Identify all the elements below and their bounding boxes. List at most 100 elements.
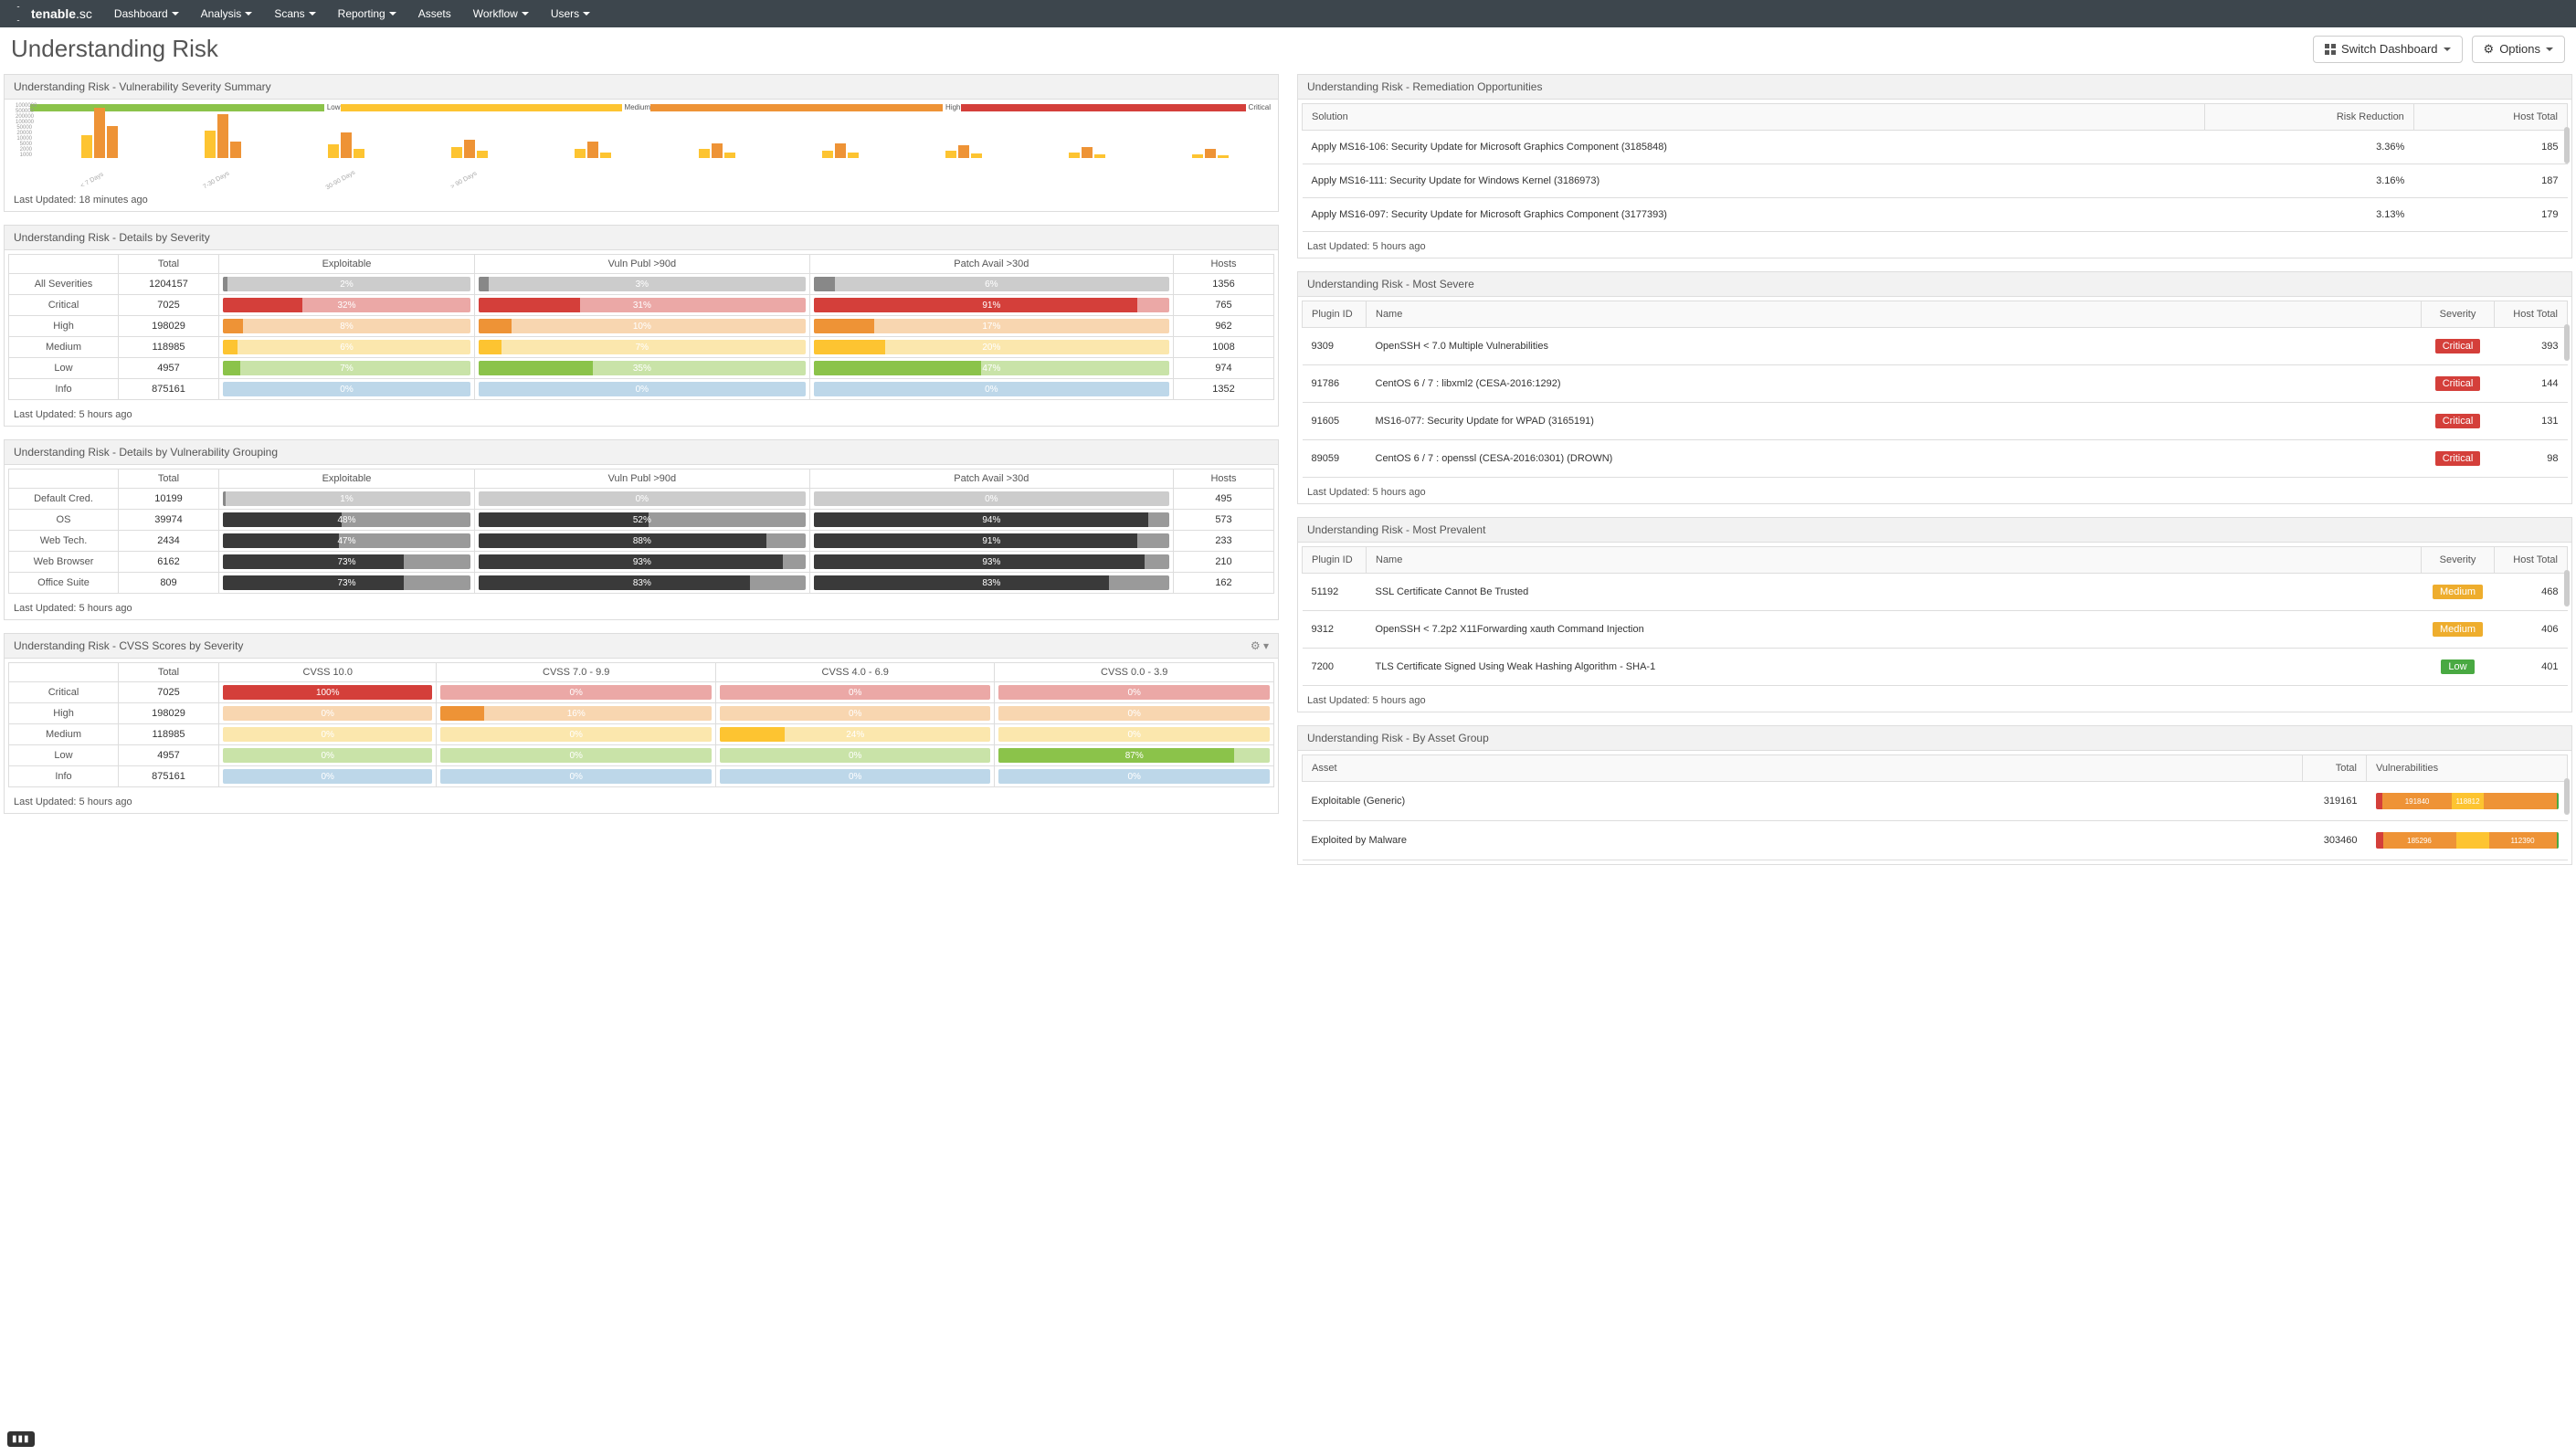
bar-group[interactable] (1031, 103, 1144, 158)
table-row[interactable]: Exploited by Malware303460185296112390 (1303, 821, 2568, 860)
chart-bar[interactable] (699, 149, 710, 158)
cell-name: SSL Certificate Cannot Be Trusted (1367, 574, 2422, 611)
cell-pct: 47% (809, 358, 1173, 379)
panel-header[interactable]: Understanding Risk - Most Severe (1298, 272, 2571, 297)
table-row[interactable]: Medium1189850%0%24%0% (9, 724, 1274, 745)
switch-dashboard-button[interactable]: Switch Dashboard (2313, 36, 2463, 63)
brand-logo[interactable]: tenable.sc (11, 6, 92, 21)
table-row[interactable]: High1980290%16%0%0% (9, 703, 1274, 724)
chart-bar[interactable] (1218, 155, 1229, 158)
panel-header[interactable]: Understanding Risk - Details by Vulnerab… (5, 440, 1278, 465)
table-row[interactable]: Office Suite80973%83%83%162 (9, 573, 1274, 594)
bar-group[interactable] (1155, 103, 1267, 158)
table-row[interactable]: OS3997448%52%94%573 (9, 510, 1274, 531)
nav-item-assets[interactable]: Assets (418, 7, 451, 20)
table-row[interactable]: Info8751610%0%0%1352 (9, 379, 1274, 400)
chart-bar[interactable] (848, 153, 859, 158)
table-row[interactable]: Critical7025100%0%0%0% (9, 682, 1274, 703)
cell-pct: 0% (437, 682, 716, 703)
scrollbar[interactable] (2564, 570, 2570, 607)
table-row[interactable]: Exploitable (Generic)319161191840118812 (1303, 782, 2568, 821)
nav-item-reporting[interactable]: Reporting (338, 7, 396, 20)
col-header: Asset (1303, 755, 2303, 782)
table-row[interactable]: Web Browser616273%93%93%210 (9, 552, 1274, 573)
cell-host-total: 187 (2413, 164, 2567, 198)
nav-item-users[interactable]: Users (551, 7, 590, 20)
nav-item-workflow[interactable]: Workflow (473, 7, 529, 20)
footer-widget-icon[interactable]: ▮▮▮ (7, 1431, 35, 1447)
panel-header[interactable]: Understanding Risk - Details by Severity (5, 226, 1278, 250)
cell-pct: 0% (437, 766, 716, 787)
chart-bar[interactable] (600, 153, 611, 158)
table-row[interactable]: Low49577%35%47%974 (9, 358, 1274, 379)
caret-down-icon (522, 12, 529, 16)
table-row[interactable]: Info8751610%0%0%0% (9, 766, 1274, 787)
table-row[interactable]: 9312OpenSSH < 7.2p2 X11Forwarding xauth … (1303, 611, 2568, 649)
chart-bar[interactable] (712, 143, 723, 158)
chart-bar[interactable] (971, 153, 982, 158)
table-row[interactable]: 91786CentOS 6 / 7 : libxml2 (CESA-2016:1… (1303, 365, 2568, 403)
chart-bar[interactable] (217, 114, 228, 158)
chart-bar[interactable] (724, 153, 735, 158)
table-row[interactable]: 91605MS16-077: Security Update for WPAD … (1303, 403, 2568, 440)
table-row[interactable]: Apply MS16-111: Security Update for Wind… (1303, 164, 2568, 198)
chart-bar[interactable] (341, 132, 352, 158)
scrollbar[interactable] (2564, 324, 2570, 361)
cell-total: 4957 (119, 745, 219, 766)
chart-bar[interactable] (575, 149, 586, 158)
table-row[interactable]: Critical702532%31%91%765 (9, 295, 1274, 316)
table-row[interactable]: Web Tech.243447%88%91%233 (9, 531, 1274, 552)
chart-bar[interactable] (1069, 153, 1080, 158)
severity-badge: Medium (2433, 585, 2483, 599)
panel-header[interactable]: Understanding Risk - CVSS Scores by Seve… (5, 634, 1278, 659)
table-row[interactable]: High1980298%10%17%962 (9, 316, 1274, 337)
options-button[interactable]: Options (2472, 36, 2565, 63)
table-row[interactable]: All Severities12041572%3%6%1356 (9, 274, 1274, 295)
table-row[interactable]: Apply MS16-097: Security Update for Micr… (1303, 198, 2568, 232)
chart-bar[interactable] (477, 151, 488, 158)
chart-bar[interactable] (464, 140, 475, 158)
chart-bar[interactable] (205, 131, 216, 158)
chart-bar[interactable] (587, 142, 598, 158)
chart-bar[interactable] (354, 149, 364, 158)
chart-bar[interactable] (822, 151, 833, 158)
chart-bar[interactable] (328, 144, 339, 158)
chart-bar[interactable] (945, 151, 956, 158)
table-row[interactable]: 9309OpenSSH < 7.0 Multiple Vulnerabiliti… (1303, 328, 2568, 365)
chart-bar[interactable] (835, 143, 846, 158)
chart-bar[interactable] (230, 142, 241, 158)
panel-header[interactable]: Understanding Risk - Remediation Opportu… (1298, 75, 2571, 100)
panel-header[interactable]: Understanding Risk - Most Prevalent (1298, 518, 2571, 543)
table-row[interactable]: Default Cred.101991%0%0%495 (9, 489, 1274, 510)
cell-host-total: 468 (2495, 574, 2568, 611)
chart-bar[interactable] (1082, 147, 1093, 158)
scrollbar[interactable] (2564, 778, 2570, 815)
chart-bar[interactable] (451, 147, 462, 158)
table-row[interactable]: Medium1189856%7%20%1008 (9, 337, 1274, 358)
table-row[interactable]: Apply MS16-106: Security Update for Micr… (1303, 131, 2568, 164)
bar-group[interactable] (784, 103, 896, 158)
nav-item-analysis[interactable]: Analysis (201, 7, 253, 20)
cell-pct: 16% (437, 703, 716, 724)
table-row[interactable]: Low49570%0%0%87% (9, 745, 1274, 766)
bar-group[interactable] (660, 103, 773, 158)
col-header: Hosts (1174, 470, 1274, 489)
nav-item-scans[interactable]: Scans (274, 7, 315, 20)
nav-item-dashboard[interactable]: Dashboard (114, 7, 179, 20)
cell-hosts: 974 (1174, 358, 1274, 379)
chart-bar[interactable] (107, 126, 118, 158)
panel-header[interactable]: Understanding Risk - Vulnerability Sever… (5, 75, 1278, 100)
panel-gear-icon[interactable]: ⚙ ▾ (1251, 639, 1269, 652)
chart-bar[interactable] (94, 108, 105, 158)
table-row[interactable]: 89059CentOS 6 / 7 : openssl (CESA-2016:0… (1303, 440, 2568, 478)
panel-header[interactable]: Understanding Risk - By Asset Group (1298, 726, 2571, 751)
chart-bar[interactable] (958, 145, 969, 158)
table-row[interactable]: 51192SSL Certificate Cannot Be TrustedMe… (1303, 574, 2568, 611)
scrollbar[interactable] (2564, 127, 2570, 164)
table-row[interactable]: 7200TLS Certificate Signed Using Weak Ha… (1303, 649, 2568, 686)
chart-bar[interactable] (1205, 149, 1216, 158)
chart-bar[interactable] (1192, 154, 1203, 158)
chart-bar[interactable] (81, 135, 92, 158)
chart-bar[interactable] (1094, 154, 1105, 158)
bar-group[interactable] (907, 103, 1019, 158)
